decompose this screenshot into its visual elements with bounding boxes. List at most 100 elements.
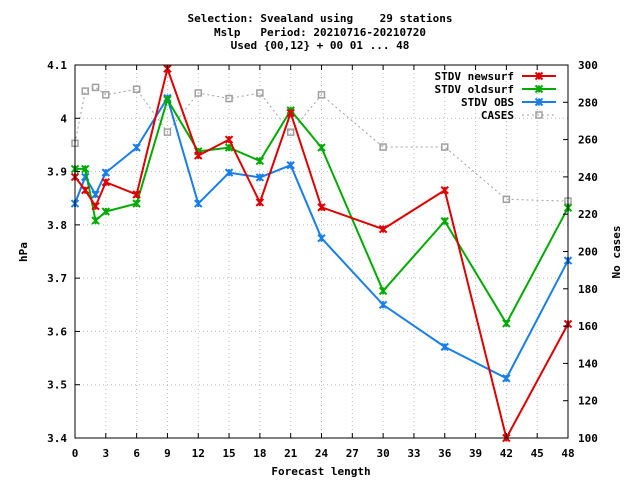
legend-label: STDV oldsurf xyxy=(435,83,514,96)
x-tick-label: 9 xyxy=(164,447,171,460)
title-line-2: Mslp Period: 20210716-20210720 xyxy=(214,26,426,39)
legend-marker xyxy=(535,111,543,119)
x-tick-label: 48 xyxy=(561,447,574,460)
data-point xyxy=(255,173,265,182)
x-tick-label: 42 xyxy=(500,447,513,460)
x-tick-label: 30 xyxy=(377,447,390,460)
x-tick-label: 27 xyxy=(346,447,359,460)
data-point xyxy=(286,128,295,136)
data-point xyxy=(378,300,388,309)
data-point xyxy=(317,203,326,212)
series-stdv-oldsurf xyxy=(70,95,573,328)
data-point xyxy=(224,168,234,177)
x-tick-label: 21 xyxy=(284,447,298,460)
series-layer xyxy=(70,64,573,443)
y-tick-label: 3.6 xyxy=(47,325,67,338)
legend-marker xyxy=(534,71,544,81)
data-point xyxy=(224,135,234,144)
x-axis-label: Forecast length xyxy=(271,465,370,478)
data-point xyxy=(91,201,100,211)
x-tick-label: 15 xyxy=(222,447,235,460)
y2-tick-label: 240 xyxy=(578,171,598,184)
x-tick-label: 12 xyxy=(192,447,205,460)
data-point xyxy=(163,128,172,136)
chart-title: Selection: Svealand using 29 stations Ms… xyxy=(188,12,453,52)
y2-tick-label: 180 xyxy=(578,283,598,296)
data-point xyxy=(101,168,111,177)
data-point xyxy=(317,233,326,243)
legend-marker xyxy=(534,97,544,107)
data-point xyxy=(440,216,449,226)
legend-label: STDV newsurf xyxy=(435,70,514,83)
y2-tick-label: 120 xyxy=(578,395,598,408)
x-tick-label: 33 xyxy=(407,447,420,460)
y-tick-label: 4.1 xyxy=(47,59,67,72)
data-point xyxy=(132,143,141,152)
x-tick-label: 0 xyxy=(72,447,79,460)
x-tick-label: 24 xyxy=(315,447,329,460)
data-point xyxy=(194,151,203,160)
y2-tick-label: 200 xyxy=(578,246,598,259)
data-point xyxy=(378,224,388,234)
y2-tick-label: 300 xyxy=(578,59,598,72)
data-point xyxy=(91,83,100,92)
data-point xyxy=(255,156,265,166)
title-line-3: Used {00,12} + 00 01 ... 48 xyxy=(231,39,410,52)
data-point xyxy=(91,216,100,225)
y2-axis-ticks: 100 120 140 160 180 200 220 240 260 280 300 xyxy=(563,59,598,445)
x-tick-label: 36 xyxy=(438,447,452,460)
y-tick-label: 3.9 xyxy=(47,166,67,179)
x-tick-label: 18 xyxy=(253,447,266,460)
legend-label: CASES xyxy=(481,109,514,122)
data-point xyxy=(81,164,90,174)
data-point xyxy=(81,186,90,195)
data-point xyxy=(132,190,141,199)
data-point xyxy=(81,87,90,95)
data-point xyxy=(102,91,110,99)
data-point xyxy=(225,94,233,103)
data-point xyxy=(317,143,326,152)
data-point xyxy=(255,198,265,207)
x-tick-label: 39 xyxy=(469,447,482,460)
data-point xyxy=(502,319,511,328)
data-point xyxy=(440,342,449,352)
data-point xyxy=(379,143,387,151)
y2-tick-label: 100 xyxy=(578,432,598,445)
x-tick-label: 6 xyxy=(133,447,140,460)
y2-tick-label: 260 xyxy=(578,134,598,147)
data-point xyxy=(91,190,100,199)
y2-axis-label: No cases xyxy=(610,226,623,279)
y-tick-label: 3.4 xyxy=(47,432,67,445)
data-point xyxy=(441,143,449,151)
legend-marker xyxy=(534,84,544,94)
y2-tick-label: 220 xyxy=(578,208,598,221)
y-tick-label: 3.7 xyxy=(47,272,67,285)
title-line-1: Selection: Svealand using 29 stations xyxy=(188,12,453,25)
data-point xyxy=(286,108,295,118)
data-point xyxy=(163,95,172,104)
data-point xyxy=(286,160,295,170)
legend-label: STDV OBS xyxy=(461,96,514,109)
y-axis-ticks: 3.4 3.5 3.6 3.7 3.8 3.9 4 4.1 xyxy=(47,59,80,445)
y2-tick-label: 160 xyxy=(578,320,598,333)
data-point xyxy=(256,89,264,97)
data-point xyxy=(502,195,511,204)
data-point xyxy=(194,89,202,97)
y-tick-label: 3.5 xyxy=(47,379,67,392)
data-point xyxy=(101,178,111,187)
data-point xyxy=(132,85,141,93)
x-tick-label: 45 xyxy=(531,447,544,460)
series-stdv-newsurf xyxy=(70,64,573,443)
y-axis-label: hPa xyxy=(17,242,30,262)
y-tick-label: 4 xyxy=(60,112,67,125)
data-point xyxy=(378,286,388,296)
data-point xyxy=(317,91,326,99)
data-point xyxy=(440,186,449,195)
y2-tick-label: 140 xyxy=(578,357,598,370)
x-axis-ticks: 0 3 6 9 12 15 18 21 24 27 30 33 36 39 42 45 48 xyxy=(72,65,575,460)
y2-tick-label: 280 xyxy=(578,96,598,109)
y-tick-label: 3.8 xyxy=(47,219,67,232)
data-point xyxy=(194,199,203,208)
